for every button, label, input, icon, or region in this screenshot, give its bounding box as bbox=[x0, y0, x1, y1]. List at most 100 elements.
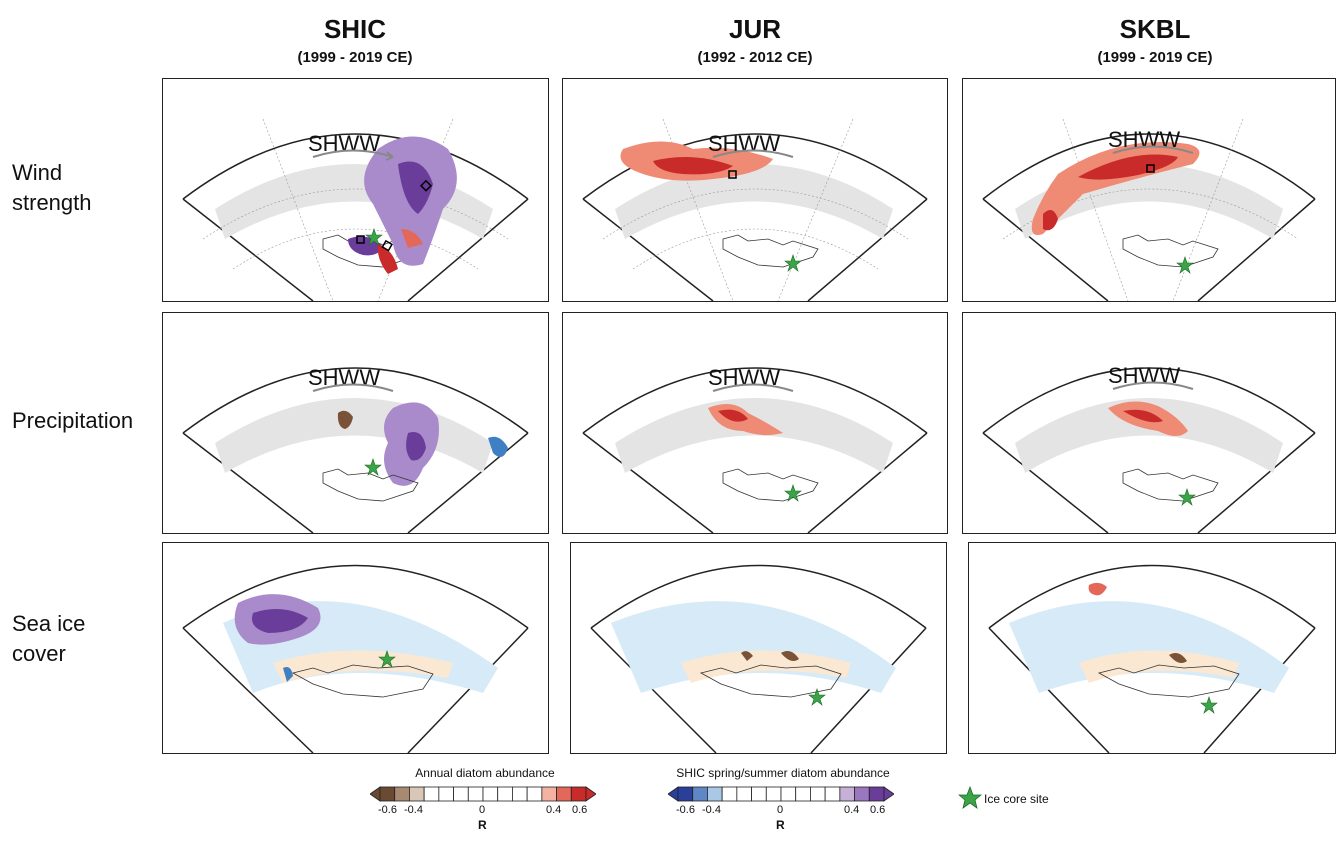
coastline bbox=[1122, 468, 1219, 502]
legend-shic-swatch bbox=[721, 786, 738, 802]
wind-band bbox=[615, 398, 893, 473]
legend-shic-tick: 0.4 bbox=[844, 804, 860, 816]
legend-shic-swatch bbox=[839, 786, 855, 802]
legend-annual-swatch bbox=[526, 786, 543, 802]
row-label-line2: cover bbox=[12, 641, 66, 666]
legend-shic-swatch bbox=[854, 786, 870, 802]
row-label-sea-ice: Sea ice cover bbox=[12, 609, 85, 669]
row-label-line1: Wind bbox=[12, 160, 63, 185]
legend-shic-colorbar bbox=[668, 786, 894, 802]
legend-shic-tick: -0.6 bbox=[676, 804, 695, 816]
land-ice-region bbox=[681, 650, 851, 683]
row-label-line1: Precipitation bbox=[12, 408, 134, 433]
ice-core-star bbox=[808, 688, 826, 706]
legend-annual-swatch bbox=[467, 786, 484, 802]
legend-annual-tick: 0.4 bbox=[546, 804, 562, 816]
map-panel-jur-precip: SHWW bbox=[562, 312, 948, 534]
ice-core-site-icon bbox=[958, 786, 982, 809]
map-panel-jur-seaice bbox=[570, 542, 947, 754]
legend-annual-swatch bbox=[570, 786, 587, 802]
legend-annual-tick: -0.4 bbox=[404, 804, 423, 816]
legend-annual-tick: 0 bbox=[479, 804, 486, 816]
sea-ice-region bbox=[1009, 601, 1289, 693]
legend-shic-swatch bbox=[810, 786, 826, 802]
coastline bbox=[722, 234, 819, 268]
legend-shic-swatch bbox=[765, 786, 782, 802]
coastline bbox=[322, 468, 419, 502]
map-panel-skbl-precip: SHWW bbox=[962, 312, 1336, 534]
legend-shic-swatch bbox=[868, 786, 885, 802]
row-label-line1: Sea ice bbox=[12, 611, 86, 636]
legend-annual-axis: R bbox=[478, 818, 487, 832]
map-panel-shic-wind: SHWW bbox=[162, 78, 549, 302]
legend-annual-swatch bbox=[394, 786, 410, 802]
legend-shic-max-arrow bbox=[883, 786, 894, 802]
legend-shic-axis: R bbox=[776, 818, 785, 832]
site-name: SHIC bbox=[323, 14, 387, 44]
map-panel-skbl-seaice bbox=[968, 542, 1336, 754]
legend-annual-swatch bbox=[438, 786, 454, 802]
map-panel-jur-wind: SHWW bbox=[562, 78, 948, 302]
coastline bbox=[291, 664, 434, 698]
legend-shic-swatch bbox=[677, 786, 694, 802]
ice-core-star bbox=[1176, 256, 1194, 274]
legend-shic-min-arrow bbox=[668, 786, 679, 802]
legend-shic-swatch bbox=[751, 786, 767, 802]
ice-core-site-label: Ice core site bbox=[984, 792, 1049, 806]
legend-shic-swatch bbox=[795, 786, 811, 802]
wind-band bbox=[215, 398, 493, 473]
ice-core-star bbox=[364, 458, 382, 476]
map-panel-shic-precip: SHWW bbox=[162, 312, 549, 534]
coastline bbox=[699, 664, 842, 698]
legend-shic-tick: 0.6 bbox=[870, 804, 886, 816]
legend-annual-swatch bbox=[409, 786, 425, 802]
site-period: (1999 - 2019 CE) bbox=[1097, 49, 1213, 66]
legend-shic-swatch bbox=[707, 786, 723, 802]
site-name: SKBL bbox=[1119, 14, 1191, 44]
map-panel-skbl-wind: SHWW bbox=[962, 78, 1336, 302]
coastline bbox=[1097, 664, 1240, 698]
legend-annual-swatch bbox=[541, 786, 557, 802]
land-ice-region bbox=[1079, 650, 1239, 683]
ice-core-star bbox=[1200, 696, 1218, 714]
land-ice-region bbox=[273, 650, 453, 683]
row-label-precipitation: Precipitation bbox=[12, 406, 133, 436]
wind-band bbox=[615, 164, 893, 239]
legend-shic-swatch bbox=[824, 786, 841, 802]
column-title-shic: SHIC (1999 - 2019 CE) bbox=[205, 14, 505, 66]
ice-core-star bbox=[784, 484, 802, 502]
legend-annual-swatch bbox=[482, 786, 499, 802]
site-period: (1999 - 2019 CE) bbox=[297, 49, 413, 66]
ice-core-star bbox=[378, 650, 396, 668]
ice-core-star bbox=[365, 228, 383, 246]
legend-annual-swatch bbox=[512, 786, 528, 802]
sea-ice-region bbox=[611, 601, 896, 693]
legend-annual-swatch bbox=[379, 786, 396, 802]
ice-core-star bbox=[1178, 488, 1196, 506]
row-label-line2: strength bbox=[12, 190, 92, 215]
site-name: JUR bbox=[728, 14, 781, 44]
legend-shic-swatch bbox=[780, 786, 797, 802]
row-label-wind: Wind strength bbox=[12, 158, 92, 218]
legend-annual-swatch bbox=[556, 786, 572, 802]
legend-shic-swatch bbox=[736, 786, 752, 802]
map-panel-shic-seaice bbox=[162, 542, 549, 754]
site-period: (1992 - 2012 CE) bbox=[697, 49, 813, 66]
legend-annual-tick: -0.6 bbox=[378, 804, 397, 816]
legend-annual-title: Annual diatom abundance bbox=[415, 766, 555, 780]
legend-shic-tick: 0 bbox=[777, 804, 784, 816]
coastline bbox=[1122, 234, 1219, 268]
legend-annual-min-arrow bbox=[370, 786, 381, 802]
legend-annual-swatch bbox=[423, 786, 440, 802]
legend-shic-tick: -0.4 bbox=[702, 804, 721, 816]
legend-annual-swatch bbox=[453, 786, 469, 802]
column-title-jur: JUR (1992 - 2012 CE) bbox=[605, 14, 905, 66]
legend-annual-max-arrow bbox=[585, 786, 596, 802]
ice-core-star bbox=[784, 254, 802, 272]
legend-annual-swatch bbox=[497, 786, 513, 802]
legend-shic-title: SHIC spring/summer diatom abundance bbox=[676, 766, 890, 780]
column-title-skbl: SKBL (1999 - 2019 CE) bbox=[1005, 14, 1305, 66]
legend-shic-swatch bbox=[692, 786, 708, 802]
wind-band bbox=[1015, 398, 1283, 473]
coastline bbox=[722, 468, 819, 502]
